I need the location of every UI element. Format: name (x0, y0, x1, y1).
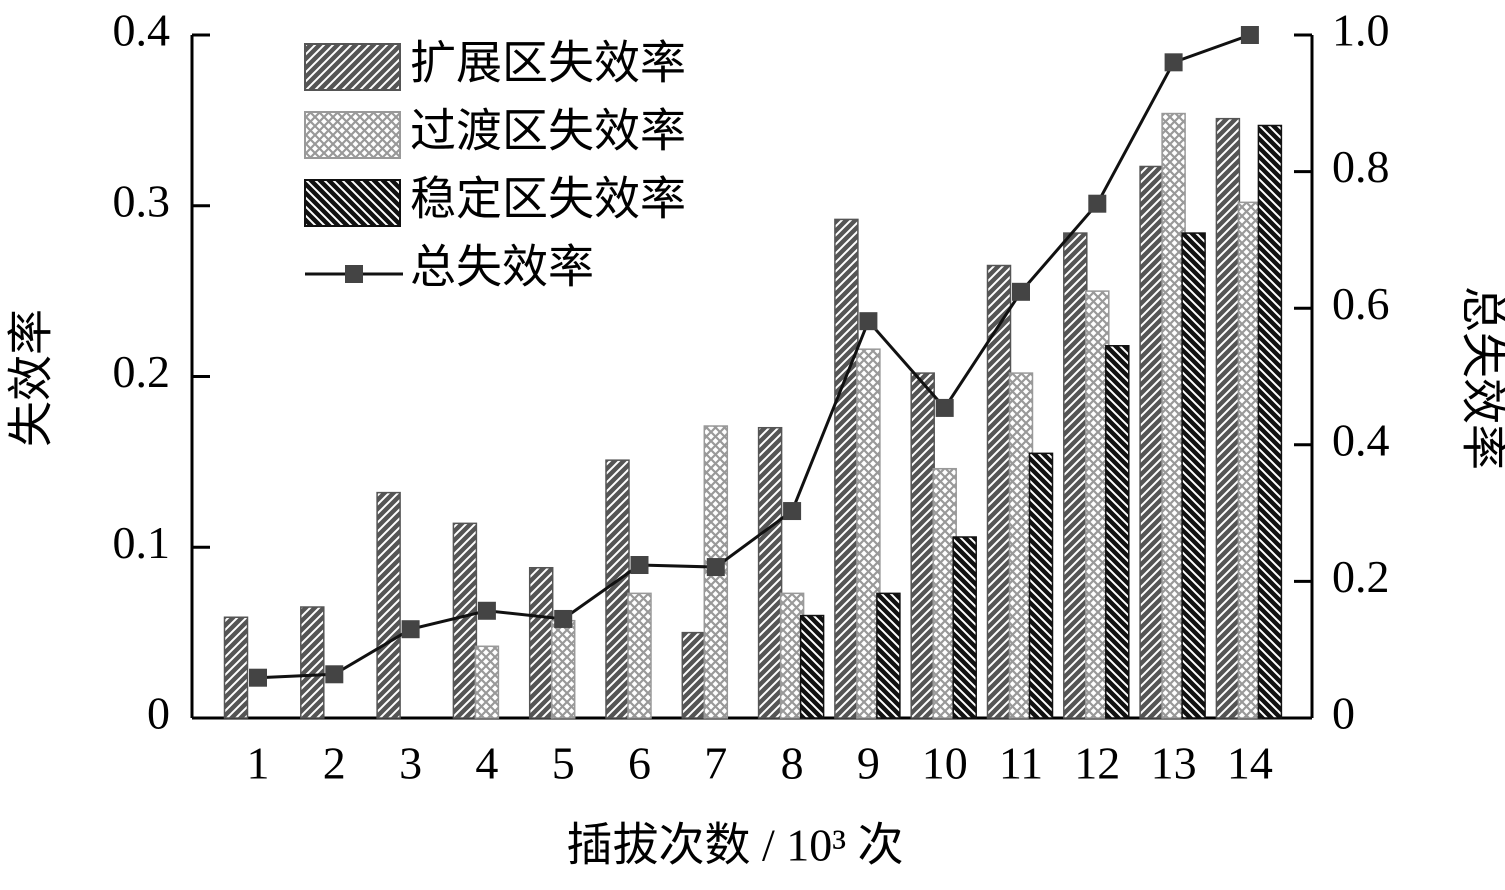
bar (681, 631, 707, 719)
legend-label: 扩展区失效率 (410, 38, 686, 89)
bar (1028, 452, 1054, 719)
bar (627, 592, 652, 719)
y-tick-label: 0.1 (113, 517, 171, 568)
marker (783, 502, 802, 521)
legend-label: 稳定区失效率 (410, 174, 686, 225)
y-tick-label: 0.4 (113, 5, 171, 56)
bar (757, 426, 783, 719)
x-tick-label: 11 (999, 738, 1043, 789)
marker (554, 609, 573, 628)
y2-tick-label: 0 (1332, 688, 1355, 739)
y2-axis-label: 总失效率 (1457, 286, 1505, 470)
bar (856, 348, 881, 719)
x-tick-label: 5 (552, 738, 575, 789)
bar (1105, 345, 1130, 719)
bar (799, 614, 825, 719)
y-tick-label: 0 (147, 688, 170, 739)
x-tick-label: 13 (1151, 738, 1197, 789)
marker (706, 558, 725, 577)
legend-label: 总失效率 (410, 242, 594, 293)
y2-tick-label: 0.8 (1332, 141, 1390, 192)
y-tick-label: 0.3 (113, 175, 171, 226)
x-tick-label: 9 (857, 738, 880, 789)
x-tick-label: 6 (628, 738, 651, 789)
legend-label: 过渡区失效率 (410, 106, 686, 157)
legend-swatch (304, 111, 401, 159)
y2-tick-label: 0.6 (1332, 278, 1390, 329)
bar (1257, 124, 1283, 719)
x-tick-label: 2 (323, 738, 346, 789)
y2-tick-label: 0.4 (1332, 414, 1390, 465)
bar (550, 619, 576, 719)
bar (1215, 117, 1241, 719)
bar (834, 218, 859, 719)
bar (528, 566, 554, 719)
legend-swatch (304, 179, 401, 227)
x-tick-label: 3 (399, 738, 422, 789)
legend-marker (345, 265, 363, 283)
marker (1088, 194, 1107, 213)
legend-swatch (304, 43, 401, 91)
line (257, 33, 1251, 680)
x-tick-label: 1 (247, 738, 270, 789)
bar (986, 264, 1012, 719)
y-axis-label: 失效率 (6, 309, 57, 447)
x-tick-label: 7 (704, 738, 727, 789)
bar (223, 616, 249, 719)
y2-tick-label: 1.0 (1332, 5, 1390, 56)
marker (1240, 26, 1259, 44)
x-axis-label: 插拔次数 / 10³ 次 (566, 820, 903, 871)
marker (859, 312, 878, 331)
bar (300, 606, 325, 719)
marker (935, 398, 954, 417)
bar (452, 522, 478, 719)
bar (605, 459, 630, 719)
marker (1012, 282, 1030, 301)
marker (249, 668, 267, 687)
bar (952, 536, 977, 719)
y2-tick-label: 0.2 (1332, 551, 1390, 602)
bar (1181, 232, 1206, 719)
bar (910, 372, 935, 719)
marker (630, 556, 649, 575)
marker (401, 620, 420, 639)
marker (1164, 53, 1183, 72)
x-tick-label: 10 (922, 738, 968, 789)
bar (876, 592, 901, 719)
x-tick-label: 8 (781, 738, 804, 789)
bar (1063, 232, 1088, 719)
x-tick-label: 14 (1227, 738, 1273, 789)
bar (474, 645, 500, 719)
x-tick-label: 12 (1074, 738, 1120, 789)
marker (477, 601, 496, 620)
bar (1139, 165, 1164, 719)
y-tick-label: 0.2 (113, 346, 171, 397)
x-tick-label: 4 (475, 738, 498, 789)
bar (376, 491, 401, 719)
marker (325, 665, 344, 684)
